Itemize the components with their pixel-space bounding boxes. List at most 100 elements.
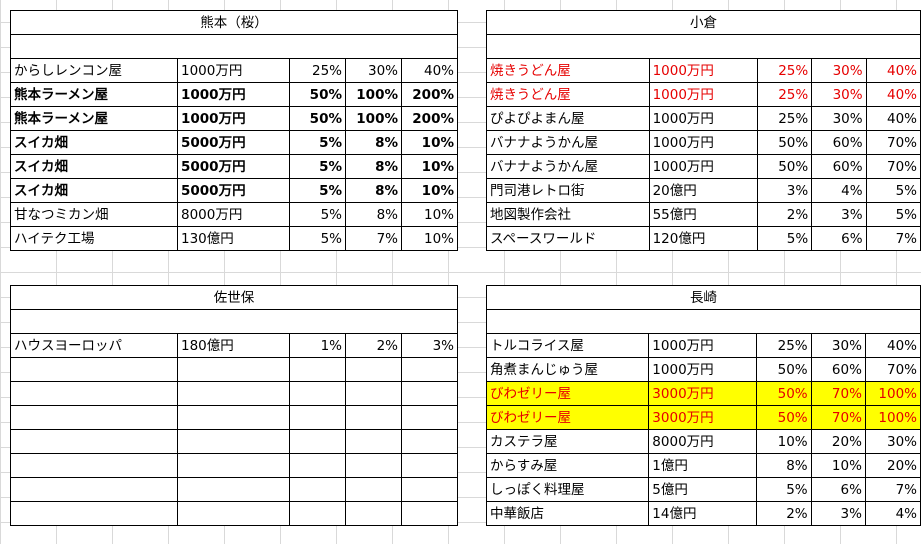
profit-rate-2-cell[interactable]: 20% — [810, 429, 866, 454]
profit-rate-3-cell[interactable]: 30% — [864, 429, 921, 454]
property-name-cell[interactable]: 角煮まんじゅう屋 — [485, 357, 650, 382]
profit-rate-3-cell[interactable] — [401, 453, 458, 478]
profit-rate-1-cell[interactable]: 50% — [756, 130, 813, 155]
property-price-cell[interactable]: 1000万円 — [648, 82, 758, 107]
property-name-cell[interactable]: びわゼリー屋 — [485, 381, 650, 406]
profit-rate-1-cell[interactable] — [289, 381, 346, 406]
profit-rate-1-cell[interactable]: 25% — [756, 82, 813, 107]
kumamoto-area-title[interactable]: 熊本（桜） — [10, 10, 458, 35]
profit-rate-3-cell[interactable]: 10% — [401, 130, 458, 155]
property-price-cell[interactable] — [177, 381, 290, 406]
profit-rate-3-cell[interactable]: 20% — [864, 453, 921, 478]
property-price-cell[interactable]: 1000万円 — [648, 130, 758, 155]
profit-rate-2-cell[interactable]: 6% — [811, 226, 867, 251]
property-price-cell[interactable]: 14億円 — [648, 501, 758, 526]
profit-rate-3-cell[interactable]: 200% — [401, 82, 458, 107]
profit-rate-2-cell[interactable] — [345, 357, 402, 382]
property-name-cell[interactable]: スイカ畑 — [10, 178, 178, 203]
property-name-cell[interactable]: 門司港レトロ街 — [486, 178, 650, 203]
property-name-cell[interactable]: 中華飯店 — [485, 501, 650, 526]
profit-rate-3-cell[interactable] — [401, 501, 458, 526]
profit-rate-1-cell[interactable]: 25% — [756, 333, 812, 358]
profit-rate-2-cell[interactable]: 8% — [345, 130, 402, 155]
profit-rate-1-cell[interactable]: 5% — [756, 226, 813, 251]
property-name-cell[interactable]: バナナようかん屋 — [486, 154, 650, 179]
profit-rate-1-cell[interactable]: 25% — [756, 106, 813, 131]
profit-rate-2-cell[interactable]: 30% — [811, 82, 867, 107]
property-name-cell[interactable] — [10, 429, 178, 454]
profit-rate-2-cell[interactable]: 100% — [345, 106, 402, 131]
profit-rate-3-cell[interactable] — [401, 381, 458, 406]
profit-rate-3-cell[interactable]: 10% — [401, 178, 458, 203]
property-name-cell[interactable]: 熊本ラーメン屋 — [10, 106, 178, 131]
property-name-cell[interactable]: 地図製作会社 — [486, 202, 650, 227]
profit-rate-1-cell[interactable]: 2% — [756, 202, 813, 227]
profit-rate-1-cell[interactable] — [289, 453, 346, 478]
property-name-cell[interactable]: びわゼリー屋 — [485, 405, 650, 430]
empty-cell[interactable] — [10, 34, 458, 59]
profit-rate-2-cell[interactable]: 30% — [810, 333, 866, 358]
profit-rate-3-cell[interactable] — [401, 477, 458, 502]
property-name-cell[interactable]: からしレンコン屋 — [10, 58, 178, 83]
profit-rate-3-cell[interactable] — [401, 357, 458, 382]
profit-rate-1-cell[interactable] — [289, 405, 346, 430]
property-price-cell[interactable] — [177, 477, 290, 502]
profit-rate-3-cell[interactable]: 7% — [864, 477, 921, 502]
property-name-cell[interactable]: カステラ屋 — [485, 429, 650, 454]
profit-rate-2-cell[interactable] — [345, 477, 402, 502]
profit-rate-2-cell[interactable]: 6% — [810, 477, 866, 502]
empty-cell[interactable] — [486, 34, 921, 59]
profit-rate-1-cell[interactable]: 5% — [289, 154, 346, 179]
property-price-cell[interactable]: 3000万円 — [648, 405, 758, 430]
property-price-cell[interactable]: 1億円 — [648, 453, 758, 478]
property-price-cell[interactable]: 1000万円 — [648, 357, 758, 382]
profit-rate-2-cell[interactable]: 7% — [345, 226, 402, 251]
property-name-cell[interactable]: スペースワールド — [486, 226, 650, 251]
profit-rate-1-cell[interactable]: 25% — [756, 58, 813, 83]
profit-rate-1-cell[interactable] — [289, 429, 346, 454]
property-price-cell[interactable]: 1000万円 — [177, 58, 290, 83]
empty-cell[interactable] — [10, 309, 458, 334]
profit-rate-1-cell[interactable] — [289, 477, 346, 502]
property-price-cell[interactable]: 180億円 — [177, 333, 290, 358]
profit-rate-2-cell[interactable]: 8% — [345, 202, 402, 227]
profit-rate-2-cell[interactable] — [345, 381, 402, 406]
profit-rate-1-cell[interactable]: 5% — [289, 130, 346, 155]
profit-rate-3-cell[interactable] — [401, 429, 458, 454]
property-price-cell[interactable] — [177, 453, 290, 478]
sasebo-area-title[interactable]: 佐世保 — [10, 285, 458, 310]
property-price-cell[interactable]: 1000万円 — [177, 82, 290, 107]
property-name-cell[interactable]: ハウスヨーロッパ — [10, 333, 178, 358]
profit-rate-1-cell[interactable]: 50% — [289, 82, 346, 107]
profit-rate-1-cell[interactable]: 50% — [756, 357, 812, 382]
profit-rate-1-cell[interactable]: 50% — [289, 106, 346, 131]
profit-rate-2-cell[interactable]: 10% — [810, 453, 866, 478]
profit-rate-2-cell[interactable]: 70% — [810, 405, 866, 430]
profit-rate-1-cell[interactable]: 5% — [289, 202, 346, 227]
property-name-cell[interactable]: 熊本ラーメン屋 — [10, 82, 178, 107]
property-name-cell[interactable] — [10, 405, 178, 430]
profit-rate-1-cell[interactable]: 8% — [756, 453, 812, 478]
property-price-cell[interactable]: 3000万円 — [648, 381, 758, 406]
profit-rate-2-cell[interactable]: 3% — [810, 501, 866, 526]
profit-rate-2-cell[interactable] — [345, 501, 402, 526]
property-name-cell[interactable] — [10, 381, 178, 406]
property-name-cell[interactable]: 焼きうどん屋 — [486, 58, 650, 83]
profit-rate-3-cell[interactable]: 200% — [401, 106, 458, 131]
property-price-cell[interactable]: 5億円 — [648, 477, 758, 502]
profit-rate-1-cell[interactable]: 50% — [756, 154, 813, 179]
profit-rate-2-cell[interactable]: 30% — [345, 58, 402, 83]
profit-rate-3-cell[interactable]: 100% — [864, 381, 921, 406]
property-price-cell[interactable]: 1000万円 — [648, 58, 758, 83]
profit-rate-2-cell[interactable]: 100% — [345, 82, 402, 107]
property-price-cell[interactable]: 1000万円 — [177, 106, 290, 131]
property-price-cell[interactable]: 1000万円 — [648, 333, 758, 358]
profit-rate-3-cell[interactable]: 70% — [865, 130, 921, 155]
profit-rate-2-cell[interactable]: 70% — [810, 381, 866, 406]
profit-rate-1-cell[interactable]: 5% — [756, 477, 812, 502]
profit-rate-1-cell[interactable]: 25% — [289, 58, 346, 83]
property-price-cell[interactable] — [177, 429, 290, 454]
profit-rate-1-cell[interactable]: 50% — [756, 381, 812, 406]
property-name-cell[interactable]: ぴよぴよまん屋 — [486, 106, 650, 131]
profit-rate-3-cell[interactable]: 3% — [401, 333, 458, 358]
